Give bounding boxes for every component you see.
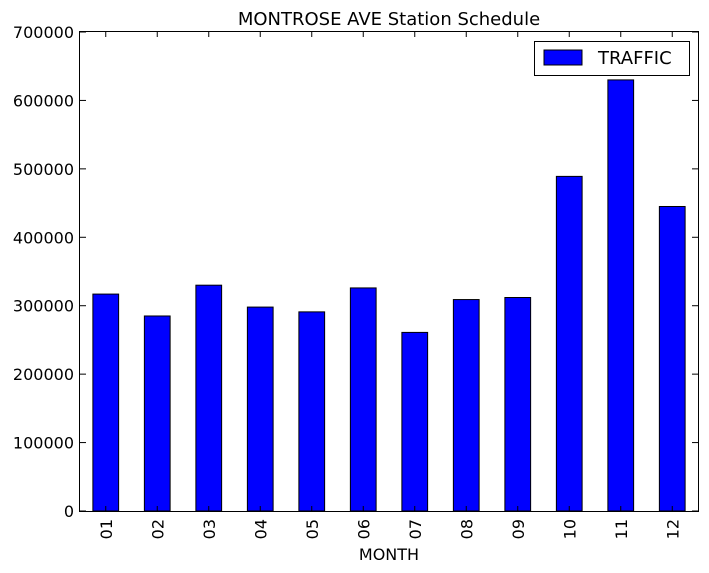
y-tick-label: 100000 — [13, 434, 74, 453]
bar-09 — [504, 297, 532, 512]
bar-11 — [607, 79, 635, 512]
legend: TRAFFIC — [534, 41, 690, 76]
legend-swatch — [543, 49, 583, 66]
y-tick-label: 500000 — [13, 160, 74, 179]
x-axis-label: MONTH — [359, 545, 419, 564]
y-tick-label: 0 — [64, 502, 74, 521]
x-tick-label: 07 — [406, 519, 425, 539]
y-tick-label: 300000 — [13, 297, 74, 316]
y-axis-ticks: 0 100000 200000 300000 400000 500000 600000 700… — [13, 23, 698, 521]
bar-10 — [555, 175, 583, 512]
bar-05 — [298, 311, 326, 512]
y-tick-label: 600000 — [13, 91, 74, 110]
y-tick-label: 700000 — [13, 23, 74, 42]
x-tick-label: 01 — [97, 519, 116, 539]
bars-group — [92, 79, 686, 512]
x-tick-label: 02 — [148, 519, 167, 539]
bar-01 — [92, 293, 120, 512]
x-tick-label: 06 — [354, 519, 373, 539]
legend-label: TRAFFIC — [597, 48, 672, 69]
x-tick-label: 03 — [200, 519, 219, 539]
x-tick-label: 10 — [560, 519, 579, 539]
y-tick-label: 400000 — [13, 228, 74, 247]
bar-07 — [401, 331, 429, 512]
bar-02 — [143, 315, 171, 512]
x-tick-label: 12 — [663, 519, 682, 539]
y-tick-label: 200000 — [13, 365, 74, 384]
x-axis-ticks: 01 02 03 04 05 06 07 08 09 10 11 12 — [97, 32, 682, 539]
bar-04 — [246, 306, 274, 512]
bar-12 — [658, 205, 686, 512]
plot-frame — [79, 31, 699, 512]
chart-title: MONTROSE AVE Station Schedule — [238, 9, 540, 30]
x-tick-label: 08 — [457, 519, 476, 539]
x-tick-label: 09 — [509, 519, 528, 539]
x-tick-label: 04 — [251, 519, 270, 539]
bar-06 — [349, 287, 377, 512]
x-tick-label: 05 — [303, 519, 322, 539]
x-tick-label: 11 — [612, 519, 631, 539]
bar-08 — [452, 299, 480, 512]
bar-03 — [195, 284, 223, 512]
